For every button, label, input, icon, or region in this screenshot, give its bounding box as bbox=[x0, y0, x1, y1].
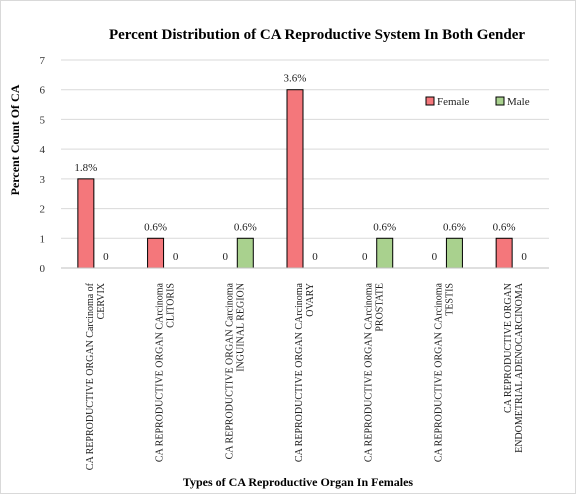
legend: Female Male bbox=[425, 96, 530, 108]
data-label-male: 0.6% bbox=[234, 221, 257, 233]
bar-male bbox=[236, 237, 254, 269]
chart-title: Percent Distribution of CA Reproductive … bbox=[109, 27, 525, 43]
category-label: CA REPRODUCTIVE ORGANENDOMETRIAL ADENOCA… bbox=[503, 282, 525, 453]
y-tick-label: 5 bbox=[40, 114, 46, 126]
data-label-male: 0 bbox=[521, 251, 527, 263]
x-axis-title: Types of CA Reproductive Organ In Female… bbox=[183, 475, 414, 489]
y-tick-label: 7 bbox=[40, 55, 46, 67]
category-labels: CA REPRODUCTIVE ORGAN Carcinoma ofCERVIX… bbox=[85, 282, 525, 470]
y-axis-ticks: 0 1 2 3 4 5 6 7 bbox=[40, 55, 46, 275]
legend-item-male: Male bbox=[495, 96, 530, 108]
svg-text:CA REPRODUCTIVE ORGAN CArcino: CA REPRODUCTIVE ORGAN CArcinomaCLITORIS bbox=[155, 282, 177, 462]
data-label-female: 0 bbox=[432, 251, 438, 263]
legend-item-female: Female bbox=[425, 96, 469, 108]
bar-male bbox=[376, 237, 394, 269]
bar-female bbox=[286, 89, 304, 269]
data-label-female: 0.6% bbox=[144, 221, 167, 233]
category-label: CA REPRODUCTIVE ORGAN Carcinoma ofCERVIX bbox=[85, 282, 107, 470]
legend-swatch bbox=[495, 96, 505, 106]
data-label-male: 0 bbox=[173, 251, 179, 263]
data-label-male: 0 bbox=[103, 251, 109, 263]
bar-female bbox=[77, 178, 95, 269]
data-label-female: 0 bbox=[223, 251, 229, 263]
svg-text:CA REPRODUCTIVE ORGAN CArcino: CA REPRODUCTIVE ORGAN CArcinomaPROSTATE bbox=[364, 282, 386, 462]
y-tick-label: 2 bbox=[40, 204, 46, 216]
legend-label: Male bbox=[507, 96, 530, 108]
data-label-male: 0.6% bbox=[373, 221, 396, 233]
bar-male bbox=[445, 237, 463, 269]
gridlines bbox=[61, 59, 549, 239]
bar-female bbox=[147, 237, 165, 269]
legend-swatch bbox=[425, 96, 435, 106]
svg-text:CA REPRODUCTIVE ORGAN Carcino: CA REPRODUCTIVE ORGAN CarcinomaINGUINAL … bbox=[224, 282, 246, 459]
data-label-male: 0 bbox=[312, 251, 318, 263]
svg-text:CA REPRODUCTIVE ORGAN Carcino: CA REPRODUCTIVE ORGAN Carcinoma ofCERVIX bbox=[85, 282, 107, 470]
data-label-female: 0 bbox=[362, 251, 368, 263]
data-labels: 1.8% 0 0.6% 0 0 0.6% 3.6% 0 0 0.6% 0 0.6% 0.6% 0 bbox=[74, 73, 527, 263]
y-axis-title: Percent Count Of CA bbox=[8, 84, 22, 195]
y-tick-label: 6 bbox=[40, 85, 46, 97]
data-label-female: 1.8% bbox=[74, 162, 97, 174]
category-label: CA REPRODUCTIVE ORGAN CarcinomaINGUINAL … bbox=[224, 282, 246, 459]
data-label-female: 0.6% bbox=[493, 221, 516, 233]
category-label: CA REPRODUCTIVE ORGAN CArcinomaOVARY bbox=[294, 282, 316, 462]
category-label: CA REPRODUCTIVE ORGAN CArcinomaCLITORIS bbox=[155, 282, 177, 462]
svg-text:CA REPRODUCTIVE ORGANENDOMETRI: CA REPRODUCTIVE ORGANENDOMETRIAL ADENOCA… bbox=[503, 282, 525, 453]
category-label: CA REPRODUCTIVE ORGAN CArcinomaPROSTATE bbox=[364, 282, 386, 462]
svg-text:CA REPRODUCTIVE ORGAN CArcino: CA REPRODUCTIVE ORGAN CArcinomaTESTIS bbox=[433, 282, 455, 462]
bars bbox=[77, 89, 513, 269]
data-label-male: 0.6% bbox=[443, 221, 466, 233]
category-label: CA REPRODUCTIVE ORGAN CArcinomaTESTIS bbox=[433, 282, 455, 462]
y-tick-label: 0 bbox=[40, 263, 46, 275]
y-tick-label: 1 bbox=[40, 233, 46, 245]
svg-text:CA REPRODUCTIVE ORGAN CArcino: CA REPRODUCTIVE ORGAN CArcinomaOVARY bbox=[294, 282, 316, 462]
y-tick-label: 4 bbox=[40, 144, 46, 156]
y-tick-label: 3 bbox=[40, 174, 46, 186]
data-label-female: 3.6% bbox=[284, 73, 307, 85]
legend-label: Female bbox=[437, 96, 469, 108]
bar-female bbox=[495, 237, 513, 269]
